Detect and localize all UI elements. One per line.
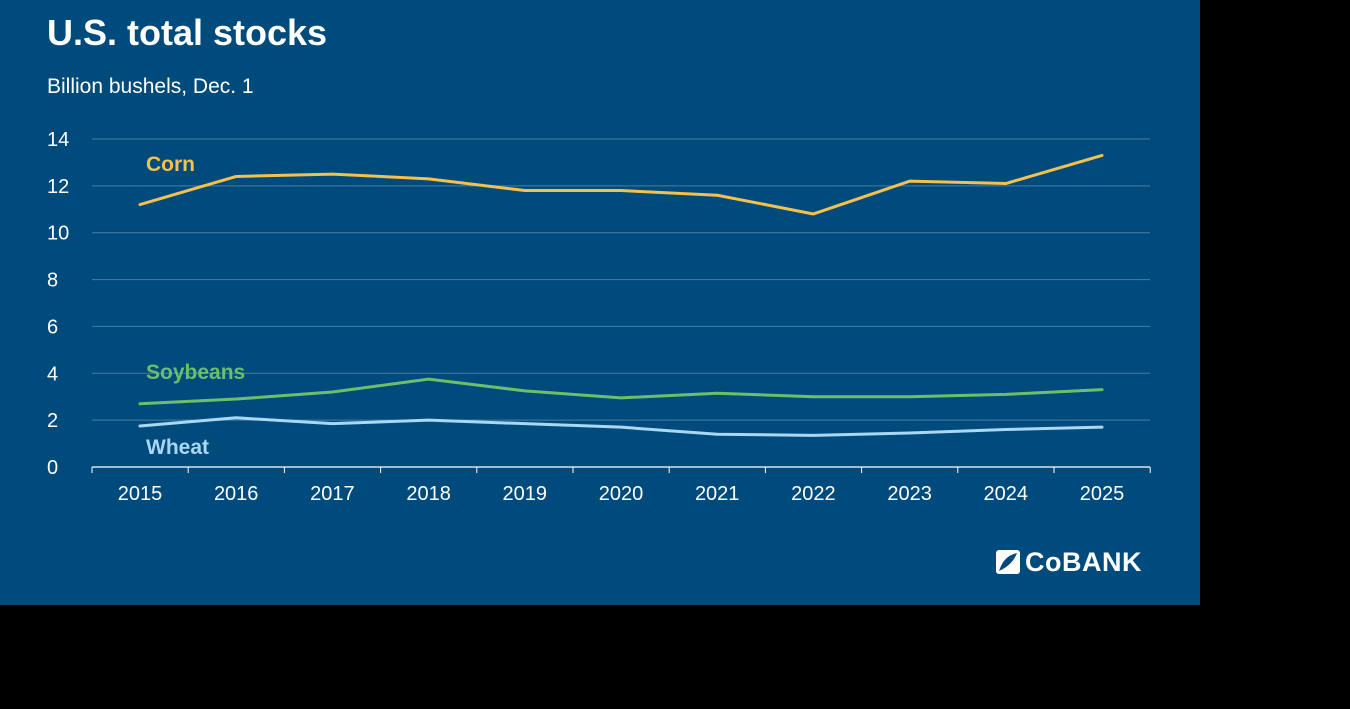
y-tick-label: 4 [47,363,58,385]
y-tick-label: 0 [47,457,58,479]
x-tick-label: 2016 [214,483,259,505]
x-tick-label: 2019 [503,483,548,505]
series-lines [138,153,1104,437]
soybeans-line [138,377,1104,406]
chart-title: U.S. total stocks [47,12,328,53]
y-tick-label: 14 [47,129,69,151]
corn-label: Corn [146,153,195,176]
y-tick-label: 6 [47,316,58,338]
x-tick-label: 2024 [984,483,1029,505]
x-tick-label: 2015 [118,483,163,505]
x-tick-label: 2021 [695,483,740,505]
chart-subtitle: Billion bushels, Dec. 1 [47,75,254,98]
x-axis: 2015 2016 2017 2018 2019 2020 2021 2022 2023 2024… [91,466,1151,505]
logo-text: CoBANK [1025,546,1142,577]
y-tick-label: 8 [47,270,58,292]
x-tick-label: 2017 [310,483,355,505]
y-axis: 0 2 4 6 8 10 12 14 [47,129,69,479]
corn-line [138,153,1104,216]
wheat-label: Wheat [146,436,209,459]
y-tick-label: 10 [47,223,69,245]
wheat-line [138,416,1104,437]
x-tick-label: 2025 [1080,483,1125,505]
x-tick-label: 2020 [599,483,644,505]
chart-panel: U.S. total stocks Billion bushels, Dec. … [0,0,1200,605]
cobank-leaf-icon [996,550,1020,574]
gridlines [92,138,1150,421]
x-tick-label: 2023 [887,483,932,505]
y-tick-label: 12 [47,176,69,198]
x-tick-label: 2022 [791,483,836,505]
series-labels: Corn Soybeans Wheat [146,153,245,459]
line-chart: 0 2 4 6 8 10 12 14 2015 2016 2017 2018 2019 2020 2021… [47,129,1151,505]
y-tick-label: 2 [47,410,58,432]
cobank-logo: CoBANK [995,546,1142,577]
soybeans-label: Soybeans [146,361,245,384]
x-tick-label: 2018 [406,483,451,505]
